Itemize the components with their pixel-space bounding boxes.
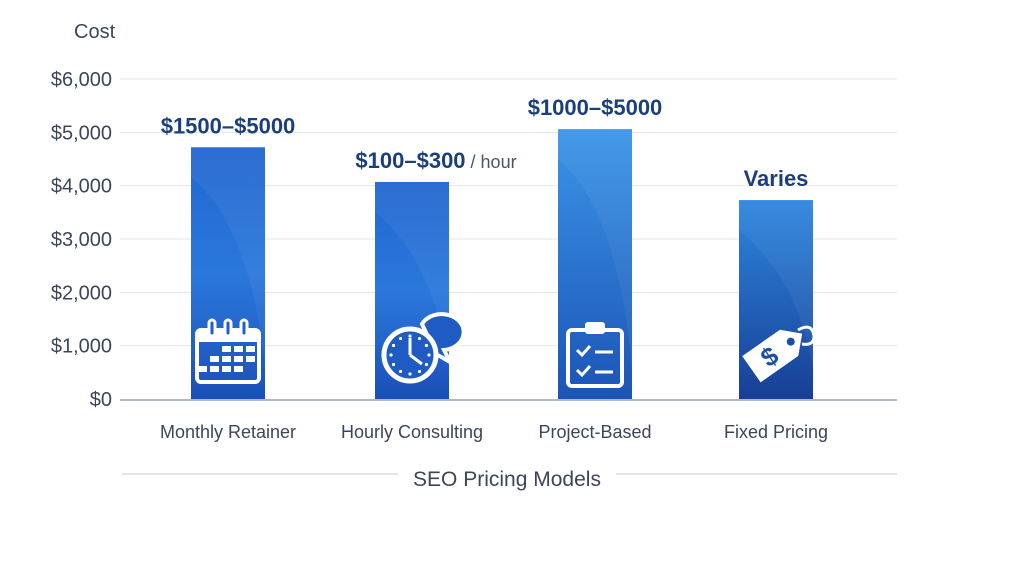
y-tick-label: $2,000 [51,282,112,304]
x-tick-label: Monthly Retainer [160,422,296,442]
y-tick-label: $1,000 [51,336,112,358]
bar-group: $100–$300 / hour Hourly Consulting [341,148,517,442]
calendar-icon [195,318,261,384]
data-label: Varies [744,166,809,191]
data-label-unit: / hour [466,152,517,172]
data-label-value: $1500–$5000 [161,113,296,138]
data-label: $100–$300 / hour [355,148,516,173]
price-tag-dollar-icon: $ [742,325,816,383]
y-tick-label: $6,000 [51,69,112,91]
data-label-value: Varies [744,166,809,191]
y-tick-label: $3,000 [51,229,112,251]
bar-sheen [558,129,632,369]
clock-chat-icon [381,312,466,384]
data-label: $1500–$5000 [161,113,296,138]
y-tick-label: $5,000 [51,122,112,144]
x-tick-label: Hourly Consulting [341,422,483,442]
bar-sheen [191,147,265,369]
clipboard-checklist-icon [566,322,624,388]
y-tick-label: $0 [90,389,112,411]
bar-group: $1500–$5000 Monthly Retainer [160,113,296,442]
x-tick-label: Project-Based [538,422,651,442]
bar [558,129,632,399]
x-axis-label: SEO Pricing Models [413,468,601,491]
bar-group: $ Varies Fixed Pricing [724,166,828,442]
bar-sheen [739,200,813,369]
data-label-value: $1000–$5000 [528,95,663,120]
x-tick-label: Fixed Pricing [724,422,828,442]
data-label-value: $100–$300 [355,148,465,173]
y-tick-label: $4,000 [51,176,112,198]
bar-sheen [375,181,449,369]
bar-group: $1000–$5000 Project-Based [528,95,663,442]
y-axis-label: Cost [74,21,116,43]
data-label: $1000–$5000 [528,95,663,120]
